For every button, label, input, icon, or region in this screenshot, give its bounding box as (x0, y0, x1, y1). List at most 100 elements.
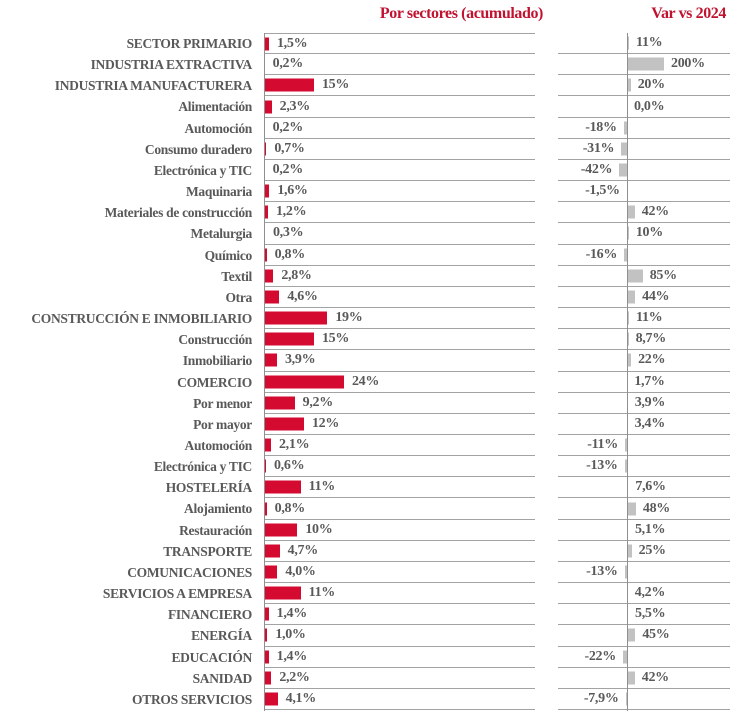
var-value-label: 22% (638, 352, 666, 368)
category-label: INDUSTRIA MANUFACTURERA (54, 78, 253, 94)
acumulado-value-label: 19% (335, 310, 363, 326)
var-value-label: -7,9% (583, 690, 619, 706)
chart-row: FINANCIERO 1,4% 5,5% (0, 604, 741, 626)
acumulado-cell: 4,6% (264, 287, 535, 309)
var-cell: 11% (558, 33, 730, 55)
chart-row: SANIDAD 2,2% 42% (0, 668, 741, 689)
var-cell: 5,1% (558, 520, 730, 541)
acumulado-value-label: 15% (321, 77, 350, 93)
var-value-label: 0,0% (634, 98, 665, 114)
var-cell: 10% (558, 223, 730, 245)
category-label: Electrónica y TIC (153, 162, 252, 178)
acumulado-cell: 0,2% (264, 160, 535, 182)
acumulado-cell: 4,0% (264, 562, 535, 584)
category-label: Inmobiliario (182, 353, 252, 369)
category-label: Construcción (178, 332, 252, 348)
acumulado-value-label: 2,2% (279, 669, 310, 685)
acumulado-cell: 1,2% (264, 202, 535, 224)
category-label: Automoción (184, 437, 253, 453)
acumulado-cell: 2,2% (264, 668, 535, 689)
var-value-label: -42% (580, 162, 613, 178)
var-bar (621, 142, 627, 156)
acumulado-cell: 1,4% (264, 647, 535, 668)
var-value-label: 42% (641, 204, 669, 220)
var-cell: 22% (558, 350, 730, 372)
var-bar (627, 502, 636, 516)
acumulado-cell: 0,2% (264, 118, 535, 139)
acumulado-bar (264, 184, 270, 198)
var-cell: -42% (558, 160, 730, 182)
acumulado-value-label: 1,6% (277, 183, 308, 199)
var-cell: 7,6% (558, 477, 730, 499)
var-bar (627, 205, 635, 219)
var-cell: 25% (558, 541, 730, 562)
acumulado-cell: 1,4% (264, 604, 535, 626)
acumulado-cell: 2,3% (264, 96, 535, 118)
var-value-label: 5,1% (634, 521, 666, 537)
category-label: Químico (204, 247, 253, 263)
right-panel-zero-axis (627, 33, 628, 711)
var-cell: 200% (558, 54, 730, 76)
category-label: HOSTELERÍA (165, 480, 253, 496)
var-bar (627, 78, 631, 92)
acumulado-bar (264, 523, 298, 537)
category-label: Metalurgia (190, 226, 253, 242)
chart-row: Automoción 2,1% -11% (0, 435, 741, 457)
var-bar (627, 544, 632, 558)
chart-row: Químico 0,8% -16% (0, 245, 741, 266)
acumulado-bar (264, 396, 295, 410)
acumulado-bar (264, 438, 271, 452)
var-value-label: 4,2% (634, 585, 666, 601)
var-bar (624, 438, 627, 452)
category-label: Maquinaria (185, 184, 252, 200)
acumulado-bar (264, 142, 267, 156)
acumulado-cell: 0,3% (264, 223, 535, 245)
var-value-label: -11% (587, 437, 618, 453)
chart-row: Maquinaria 1,6% -1,5% (0, 181, 741, 203)
category-label: INDUSTRIA EXTRACTIVA (90, 57, 253, 73)
chart-row: CONSTRUCCIÓN E INMOBILIARIO 19% 11% (0, 308, 741, 330)
acumulado-bar (264, 78, 314, 92)
acumulado-cell: 11% (264, 583, 535, 605)
category-label: Electrónica y TIC (153, 459, 252, 475)
var-cell: -11% (558, 435, 730, 457)
var-value-label: 44% (642, 288, 670, 304)
acumulado-value-label: 4,1% (285, 690, 317, 706)
acumulado-value-label: 0,3% (272, 225, 304, 241)
category-label: SERVICIOS A EMPRESA (102, 586, 252, 602)
var-value-label: 48% (642, 500, 670, 516)
chart-row: TRANSPORTE 4,7% 25% (0, 541, 741, 562)
category-label: Alojamiento (184, 501, 252, 517)
acumulado-cell: 1,0% (264, 625, 535, 647)
var-bar (627, 36, 630, 50)
var-cell: 1,7% (558, 372, 730, 393)
var-cell: 3,4% (558, 414, 730, 435)
acumulado-cell: 12% (264, 414, 535, 435)
acumulado-cell: 2,1% (264, 435, 535, 457)
chart-row: ENERGÍA 1,0% 45% (0, 625, 741, 647)
var-bar (627, 269, 643, 283)
acumulado-cell: 19% (264, 308, 535, 330)
var-value-label: 11% (636, 35, 663, 51)
category-label: COMERCIO (177, 374, 252, 390)
acumulado-value-label: 3,9% (284, 352, 316, 368)
category-label: EDUCACIÓN (171, 649, 252, 665)
chart-row: EDUCACIÓN 1,4% -22% (0, 647, 741, 668)
acumulado-bar (264, 650, 269, 664)
acumulado-value-label: 4,0% (285, 563, 316, 579)
category-label: Otra (225, 289, 252, 305)
var-bar (627, 311, 630, 325)
acumulado-bar (264, 607, 269, 621)
category-label: Por menor (193, 395, 252, 411)
var-bar (627, 628, 636, 642)
var-value-label: -13% (586, 458, 618, 474)
chart-row: OTROS SERVICIOS 4,1% -7,9% (0, 689, 741, 710)
chart-row: Alojamiento 0,8% 48% (0, 498, 741, 520)
acumulado-bar (264, 248, 267, 262)
acumulado-cell: 0,7% (264, 139, 535, 160)
var-value-label: -31% (582, 140, 615, 156)
acumulado-value-label: 0,7% (274, 140, 305, 156)
acumulado-cell: 24% (264, 372, 535, 393)
chart-row: SERVICIOS A EMPRESA 11% 4,2% (0, 583, 741, 605)
